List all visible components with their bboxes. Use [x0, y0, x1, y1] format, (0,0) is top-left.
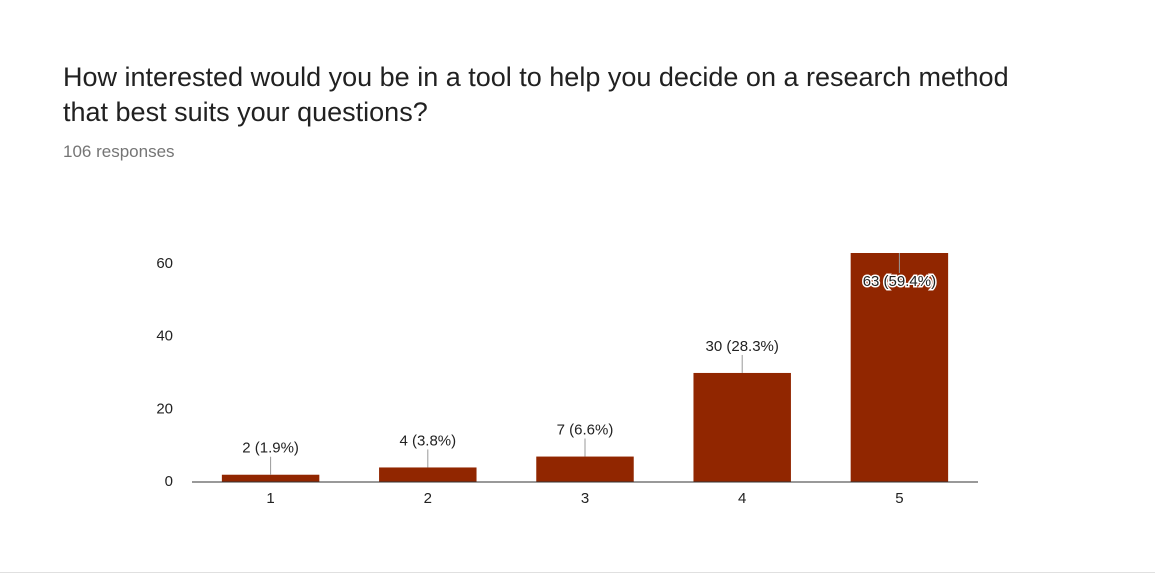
x-tick-label: 5 [895, 490, 903, 507]
bar [379, 467, 477, 482]
chart-subtitle: 106 responses [63, 142, 175, 161]
y-tick-label: 20 [156, 400, 173, 417]
x-tick-label: 3 [581, 490, 589, 507]
x-tick-label: 4 [738, 490, 746, 507]
data-label: 7 (6.6%) [557, 422, 614, 439]
chart-title: How interested would you be in a tool to… [63, 62, 1009, 127]
bar [850, 253, 949, 482]
x-tick-label: 1 [266, 490, 274, 507]
separator [0, 572, 1155, 573]
data-label: 30 (28.3%) [706, 338, 779, 355]
bar [536, 456, 634, 482]
data-label: 4 (3.8%) [399, 432, 456, 449]
bar [693, 372, 791, 482]
data-label: 63 (59.4%) [863, 273, 936, 290]
x-tick-label: 2 [424, 490, 432, 507]
y-tick-label: 40 [156, 328, 173, 345]
y-tick-label: 0 [165, 473, 173, 490]
bar [221, 474, 320, 482]
y-tick-label: 60 [156, 255, 173, 272]
data-label: 2 (1.9%) [242, 440, 299, 457]
